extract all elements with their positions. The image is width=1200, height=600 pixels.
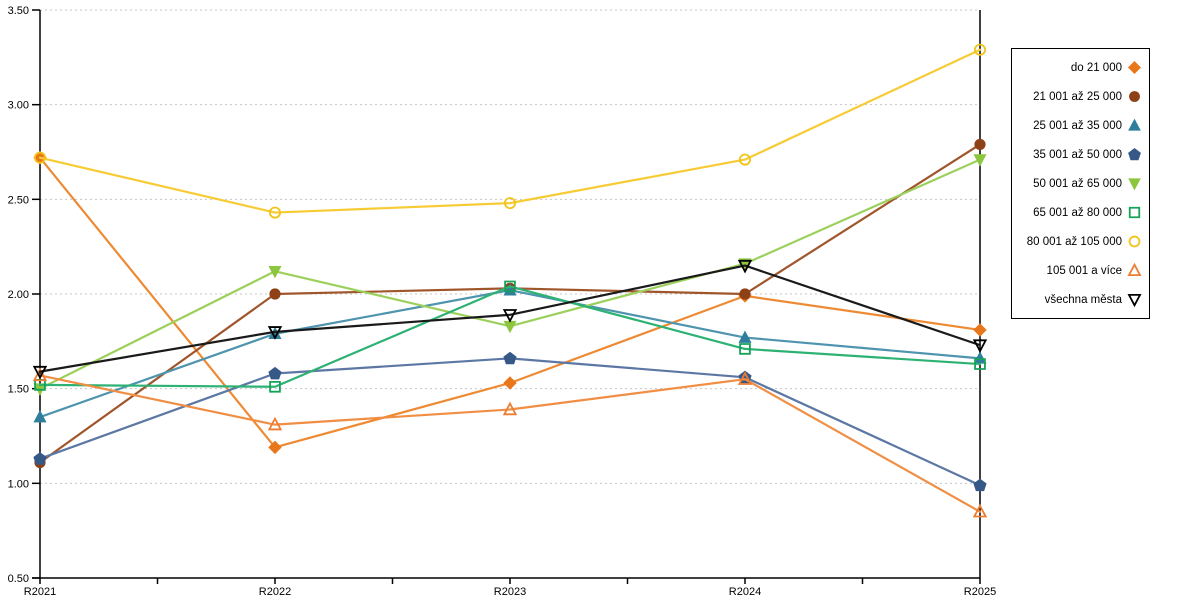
circle-marker-icon <box>1129 91 1140 102</box>
data-point-marker <box>267 416 283 431</box>
data-point-marker <box>1128 235 1141 248</box>
data-point-marker <box>738 330 752 343</box>
data-point-marker <box>1128 178 1141 191</box>
data-point-marker <box>33 409 47 423</box>
data-point-marker <box>974 358 986 370</box>
legend-item: 50 001 až 65 000 <box>1033 170 1142 198</box>
legend-item-label: všechna města <box>1044 293 1122 306</box>
y-axis-tick-label: 3.00 <box>8 100 29 112</box>
legend-item: všechna města <box>1045 286 1142 314</box>
legend-item: 25 001 až 35 000 <box>1033 112 1142 140</box>
triangle-down-marker-icon <box>1128 178 1141 191</box>
data-point-marker <box>739 288 751 300</box>
triangle-down-marker-icon <box>1127 293 1142 307</box>
data-point-marker <box>267 326 283 340</box>
y-axis-tick-label: 2.50 <box>8 194 29 206</box>
data-point-marker <box>739 153 752 166</box>
data-point-marker <box>268 265 282 279</box>
data-point-marker <box>737 371 753 385</box>
y-axis-tick-label: 2.00 <box>8 289 29 301</box>
series-line <box>38 374 982 513</box>
data-point-marker <box>268 440 282 455</box>
series-21-001-až-25-000 <box>34 138 986 469</box>
data-point-marker <box>737 259 753 274</box>
legend-item: 35 001 až 50 000 <box>1033 141 1142 169</box>
data-point-marker <box>269 288 281 300</box>
triangle-up-marker-icon <box>1127 263 1142 277</box>
legend-item-label: 50 001 až 65 000 <box>1033 177 1122 190</box>
pentagon-marker-icon <box>1128 148 1141 161</box>
data-point-marker <box>973 323 987 337</box>
circle-marker-icon <box>1128 235 1141 248</box>
series-line <box>38 264 982 373</box>
data-point-marker <box>503 283 517 296</box>
x-axis-tick-label: R2021 <box>24 586 56 598</box>
y-axis-tick-label: 1.50 <box>8 384 29 396</box>
x-axis-tick-label: R2023 <box>494 586 526 598</box>
legend-item-label: 80 001 až 105 000 <box>1026 235 1122 248</box>
data-point-marker <box>503 197 516 210</box>
data-point-marker <box>32 367 48 382</box>
data-point-marker <box>34 151 47 164</box>
legend-item: 65 001 až 80 000 <box>1033 199 1142 227</box>
legend-item: 21 001 až 25 000 <box>1033 83 1142 111</box>
y-axis-tick-label: 0.50 <box>8 573 29 585</box>
data-point-marker <box>32 365 48 380</box>
data-point-marker <box>503 320 517 334</box>
series-všechna-města <box>32 259 988 380</box>
data-point-marker <box>33 452 47 465</box>
data-point-marker <box>1128 206 1141 219</box>
triangle-up-marker-icon <box>1128 118 1141 131</box>
data-point-marker <box>1128 148 1141 161</box>
legend: do 21 000 21 001 až 25 000 25 001 až 35 00… <box>1011 48 1150 319</box>
square-marker-icon <box>1128 206 1141 219</box>
data-point-marker <box>972 503 988 518</box>
y-axis-tick-label: 3.50 <box>8 5 29 17</box>
data-point-marker <box>502 401 518 416</box>
data-point-marker <box>1127 60 1142 75</box>
data-point-marker <box>973 154 987 167</box>
data-point-marker <box>1127 293 1142 307</box>
data-point-marker <box>1127 263 1142 277</box>
data-point-marker <box>973 478 987 492</box>
x-axis-tick-label: R2022 <box>259 586 291 598</box>
series-105-001-a-více <box>32 367 988 518</box>
data-point-marker <box>739 343 751 355</box>
data-point-marker <box>502 309 518 323</box>
y-axis-tick-label: 1.00 <box>8 478 29 490</box>
data-point-marker <box>974 43 987 56</box>
series-35-001-až-50-000 <box>33 351 987 492</box>
data-point-marker <box>268 206 281 219</box>
series-line <box>38 285 982 388</box>
data-point-marker <box>1128 118 1141 131</box>
data-point-marker <box>268 366 282 380</box>
data-point-marker <box>974 138 986 151</box>
legend-item-label: 105 001 a více <box>1046 264 1122 277</box>
legend-item: 105 001 a více <box>1047 257 1142 285</box>
legend-item-label: do 21 000 <box>1070 61 1122 74</box>
data-point-marker <box>1129 91 1140 102</box>
legend-item-label: 65 001 až 80 000 <box>1033 206 1122 219</box>
diamond-marker-icon <box>1127 60 1142 75</box>
legend-item-label: 35 001 až 50 000 <box>1033 148 1122 161</box>
data-point-marker <box>504 280 516 293</box>
x-axis-tick-label: R2024 <box>729 586 761 598</box>
x-axis-tick-label: R2025 <box>964 586 996 598</box>
legend-item: do 21 000 <box>1071 54 1142 82</box>
data-point-marker <box>269 380 281 393</box>
series-25-001-až-35-000 <box>33 283 987 423</box>
series-80-001-až-105-000 <box>34 43 987 219</box>
legend-item-label: 25 001 až 35 000 <box>1033 119 1122 132</box>
legend-item: 80 001 až 105 000 <box>1027 228 1142 256</box>
series-line <box>38 48 982 214</box>
legend-item-label: 21 001 až 25 000 <box>1033 90 1122 103</box>
data-point-marker <box>972 339 988 354</box>
data-point-marker <box>503 351 517 365</box>
series-50-001-až-65-000 <box>33 154 987 396</box>
data-point-marker <box>503 376 517 390</box>
